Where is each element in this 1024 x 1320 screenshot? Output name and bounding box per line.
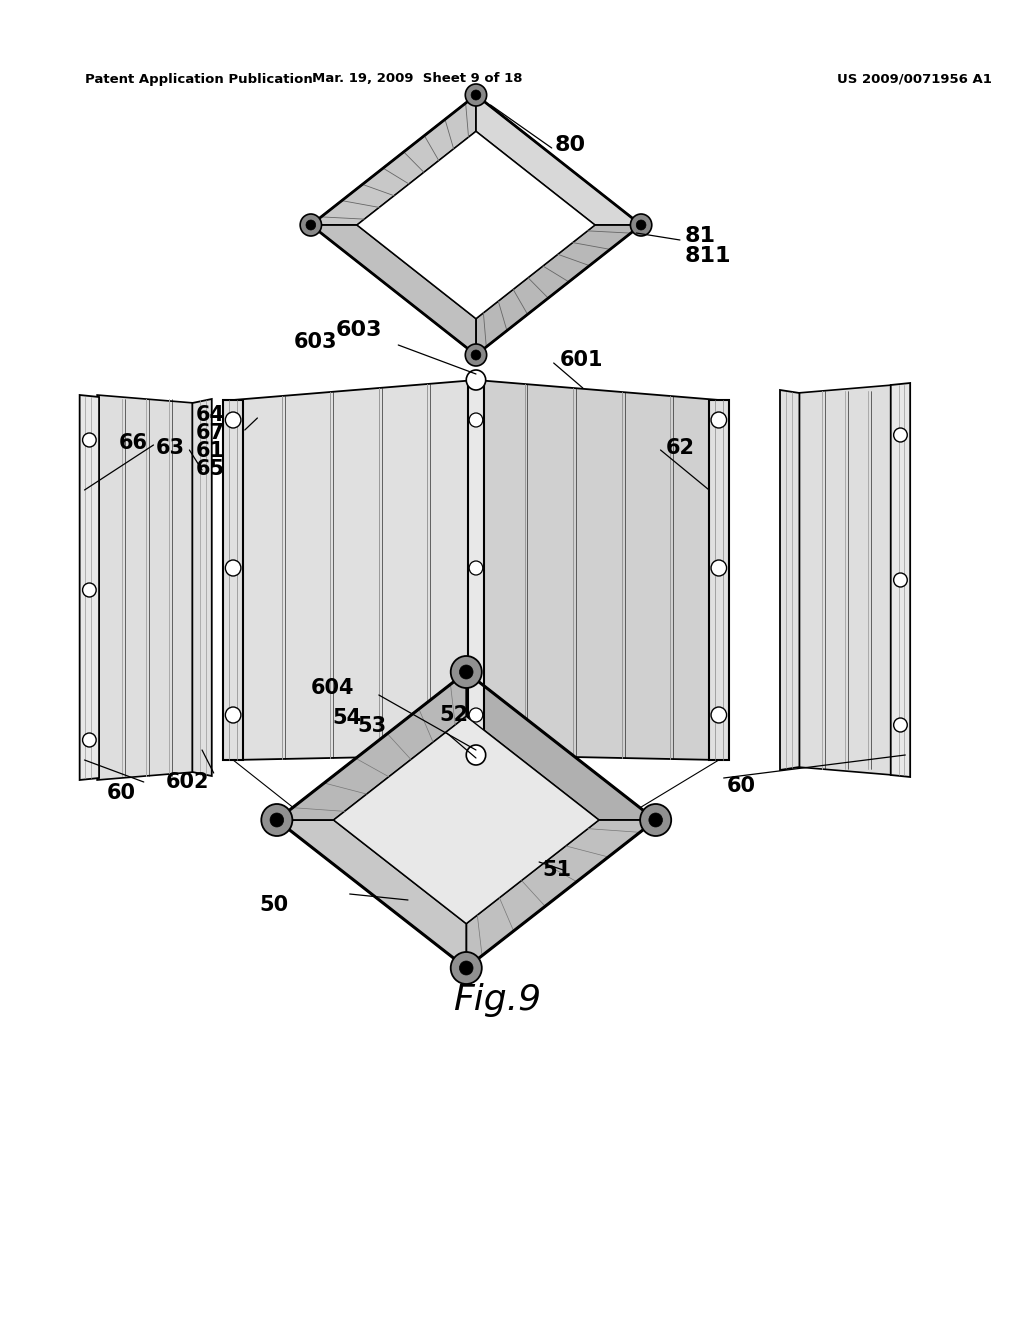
Polygon shape bbox=[357, 132, 595, 318]
Polygon shape bbox=[311, 95, 476, 224]
Polygon shape bbox=[311, 224, 476, 355]
Polygon shape bbox=[466, 820, 655, 968]
Circle shape bbox=[460, 961, 473, 975]
Text: 54: 54 bbox=[332, 708, 361, 729]
Polygon shape bbox=[468, 380, 483, 755]
Circle shape bbox=[465, 84, 486, 106]
Polygon shape bbox=[466, 672, 655, 820]
Circle shape bbox=[451, 656, 482, 688]
Circle shape bbox=[894, 428, 907, 442]
Circle shape bbox=[225, 708, 241, 723]
Text: 80: 80 bbox=[555, 135, 586, 154]
Circle shape bbox=[631, 214, 652, 236]
Polygon shape bbox=[476, 380, 719, 760]
Circle shape bbox=[261, 804, 293, 836]
Polygon shape bbox=[233, 380, 476, 760]
Polygon shape bbox=[276, 672, 466, 820]
Text: 602: 602 bbox=[165, 772, 209, 792]
Text: 61: 61 bbox=[197, 441, 225, 461]
Circle shape bbox=[83, 733, 96, 747]
Circle shape bbox=[471, 350, 481, 360]
Circle shape bbox=[466, 744, 485, 766]
Text: 603: 603 bbox=[335, 319, 382, 341]
Polygon shape bbox=[891, 383, 910, 777]
Text: 62: 62 bbox=[666, 438, 694, 458]
Polygon shape bbox=[276, 820, 466, 968]
Text: 601: 601 bbox=[559, 350, 603, 370]
Text: 603: 603 bbox=[294, 333, 337, 352]
Circle shape bbox=[649, 813, 663, 828]
Circle shape bbox=[894, 573, 907, 587]
Text: Mar. 19, 2009  Sheet 9 of 18: Mar. 19, 2009 Sheet 9 of 18 bbox=[312, 73, 523, 86]
Text: 60: 60 bbox=[106, 783, 136, 803]
Polygon shape bbox=[97, 395, 195, 780]
Circle shape bbox=[465, 345, 486, 366]
Circle shape bbox=[894, 718, 907, 733]
Circle shape bbox=[640, 804, 671, 836]
Circle shape bbox=[83, 583, 96, 597]
Text: Fig.9: Fig.9 bbox=[454, 983, 542, 1016]
Circle shape bbox=[469, 413, 482, 426]
Polygon shape bbox=[193, 399, 212, 776]
Text: 67: 67 bbox=[197, 422, 225, 444]
Circle shape bbox=[469, 708, 482, 722]
Text: 66: 66 bbox=[119, 433, 147, 453]
Text: 65: 65 bbox=[197, 459, 225, 479]
Circle shape bbox=[451, 952, 482, 983]
Circle shape bbox=[83, 433, 96, 447]
Polygon shape bbox=[798, 385, 893, 775]
Circle shape bbox=[711, 708, 727, 723]
Circle shape bbox=[300, 214, 322, 236]
Polygon shape bbox=[476, 95, 641, 224]
Text: 51: 51 bbox=[542, 861, 571, 880]
Polygon shape bbox=[476, 224, 641, 355]
Circle shape bbox=[306, 220, 315, 230]
Text: 81: 81 bbox=[685, 226, 716, 246]
Circle shape bbox=[466, 370, 485, 389]
Circle shape bbox=[711, 560, 727, 576]
Circle shape bbox=[270, 813, 284, 828]
Circle shape bbox=[711, 412, 727, 428]
Text: Patent Application Publication: Patent Application Publication bbox=[85, 73, 313, 86]
Text: 60: 60 bbox=[727, 776, 756, 796]
Text: 63: 63 bbox=[156, 438, 184, 458]
Polygon shape bbox=[709, 400, 728, 760]
Polygon shape bbox=[780, 389, 800, 770]
Text: 53: 53 bbox=[357, 715, 387, 737]
Circle shape bbox=[636, 220, 646, 230]
Circle shape bbox=[225, 412, 241, 428]
Circle shape bbox=[469, 561, 482, 576]
Text: 64: 64 bbox=[197, 405, 225, 425]
Text: 52: 52 bbox=[439, 705, 468, 725]
Polygon shape bbox=[334, 717, 599, 924]
Text: 811: 811 bbox=[685, 246, 731, 267]
Text: 50: 50 bbox=[259, 895, 289, 915]
Circle shape bbox=[225, 560, 241, 576]
Polygon shape bbox=[223, 400, 243, 760]
Circle shape bbox=[460, 665, 473, 678]
Polygon shape bbox=[80, 395, 99, 780]
Text: 604: 604 bbox=[311, 678, 354, 698]
Text: US 2009/0071956 A1: US 2009/0071956 A1 bbox=[838, 73, 992, 86]
Circle shape bbox=[471, 90, 481, 100]
